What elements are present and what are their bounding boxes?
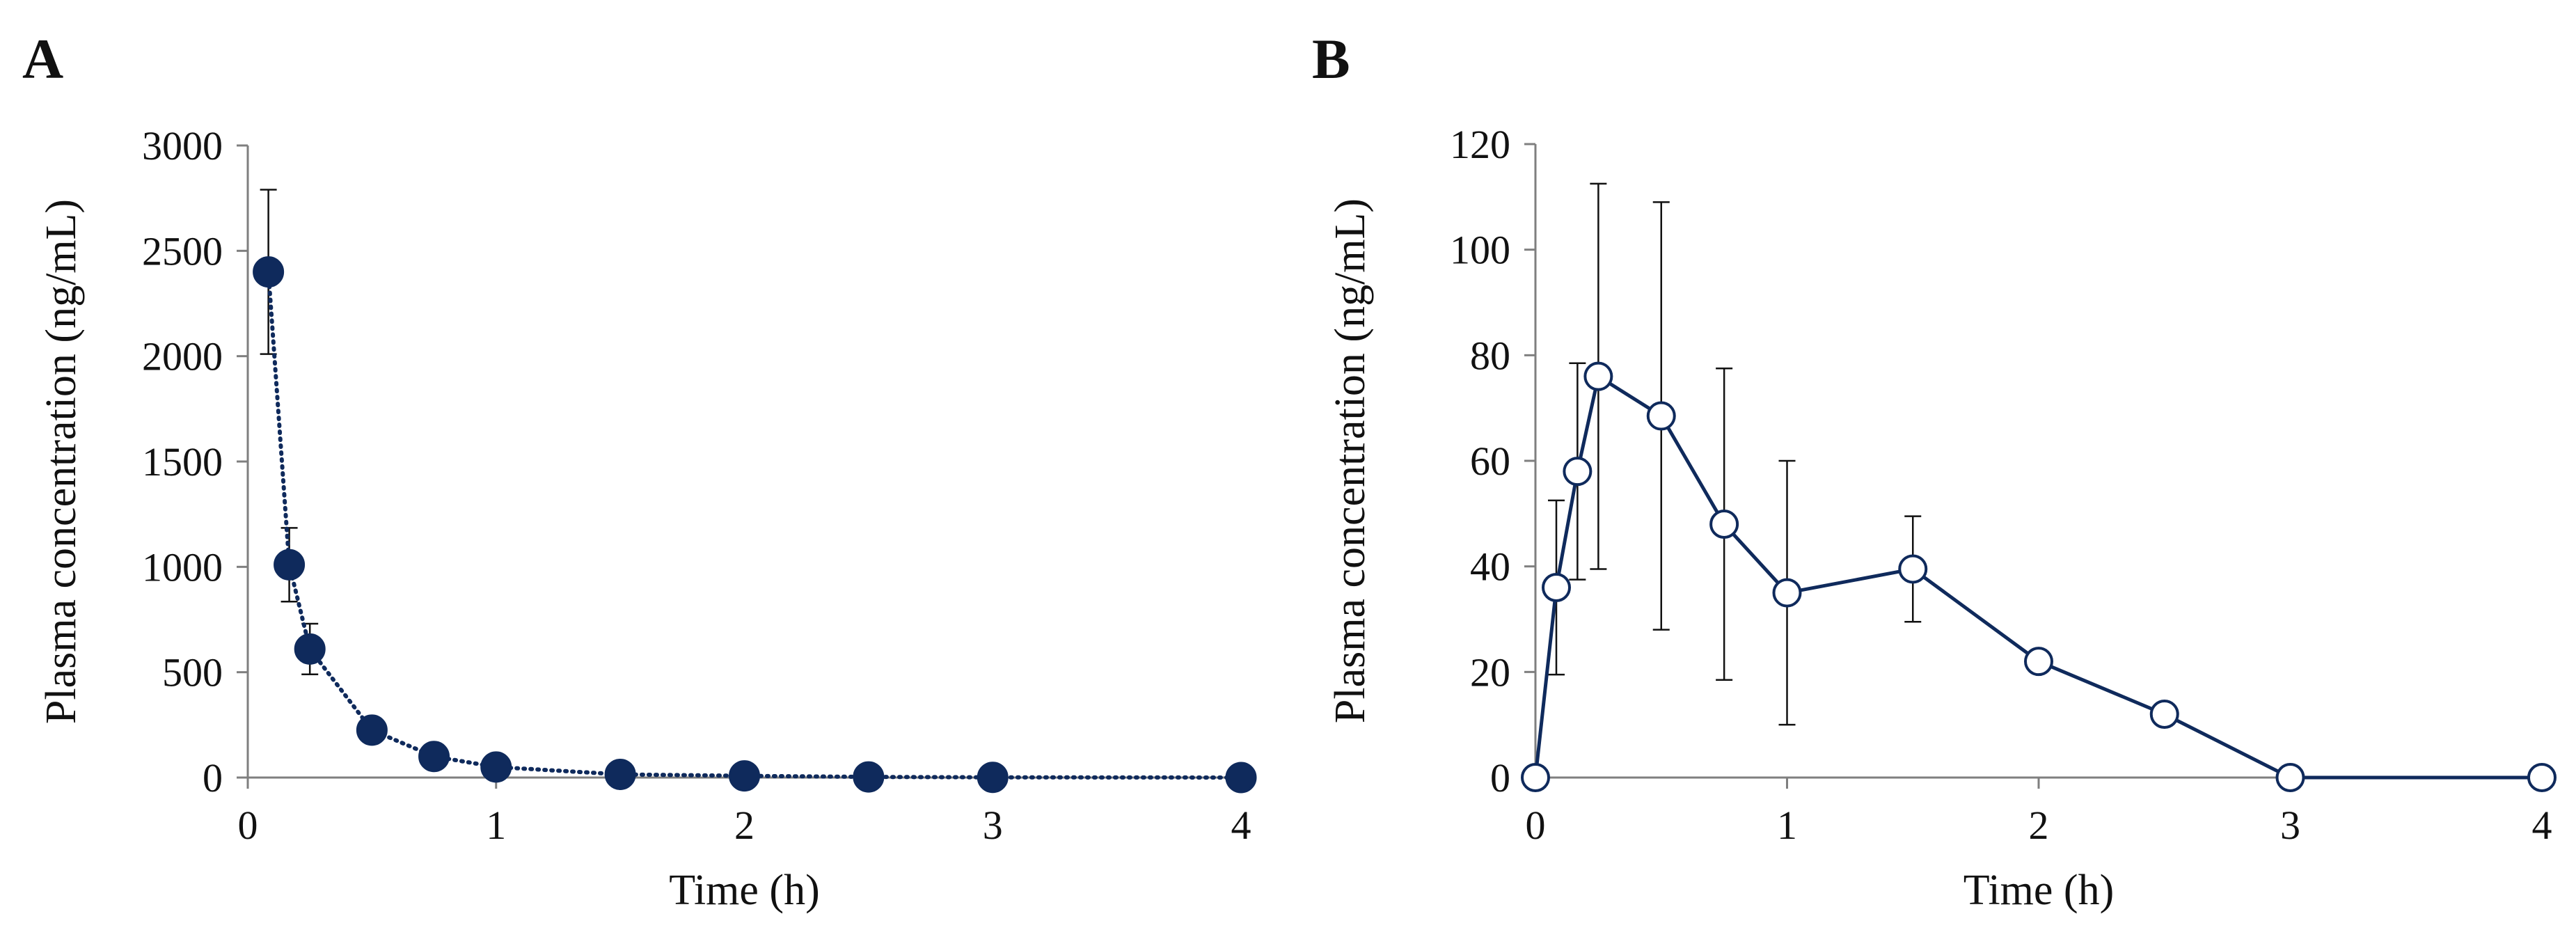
data-point (1646, 401, 1676, 431)
x-tick-label: 3 (2280, 803, 2300, 848)
data-point (480, 751, 512, 783)
x-axis-title: Time (h) (669, 867, 819, 914)
panel-letter: B (1312, 27, 1350, 90)
data-point (1225, 762, 1257, 794)
series-line (1533, 375, 2542, 780)
y-tick-label: 0 (203, 755, 223, 801)
data-point (253, 256, 285, 288)
panel-b: B 0 20 40 60 80 100 120 0 1 2 3 4 Time (h) Plasma conc… (1312, 27, 2557, 914)
data-point (1898, 554, 1928, 584)
x-tick-label: 4 (2532, 803, 2552, 848)
data-point (1772, 578, 1802, 608)
data-point (729, 760, 760, 792)
data-point (274, 549, 306, 581)
data-point (1521, 763, 1550, 792)
y-tick-label: 1500 (142, 439, 223, 484)
y-tick-label: 100 (1450, 228, 1510, 273)
data-point (1542, 573, 1572, 602)
data-point (1583, 361, 1613, 391)
x-tick-label: 0 (238, 803, 258, 848)
data-point (1563, 457, 1593, 487)
data-point (977, 762, 1009, 794)
data-point (356, 714, 388, 746)
x-tick-label: 4 (1231, 803, 1251, 848)
x-axis-title: Time (h) (1963, 867, 2114, 914)
y-tick-label: 40 (1470, 544, 1510, 590)
y-tick-label: 120 (1450, 122, 1510, 167)
data-point (853, 761, 885, 793)
y-tick-label: 80 (1470, 333, 1510, 378)
data-point (2024, 647, 2053, 677)
x-tick-label: 1 (486, 803, 506, 848)
data-point (604, 758, 636, 790)
y-tick-label: 500 (162, 650, 223, 695)
data-point (1709, 510, 1739, 539)
series-line (266, 269, 1243, 780)
x-tick-label: 2 (2029, 803, 2049, 848)
data-point (294, 633, 326, 665)
data-point (418, 741, 450, 773)
data-point (2275, 763, 2305, 792)
y-axis-title: Plasma concentration (ng/mL) (1327, 198, 1374, 723)
y-tick-label: 20 (1470, 649, 1510, 695)
panel-letter: A (22, 27, 63, 90)
y-tick-label: 3000 (142, 123, 223, 168)
x-tick-label: 0 (1526, 803, 1546, 848)
x-tick-label: 3 (983, 803, 1003, 848)
data-point (2527, 763, 2557, 792)
y-tick-label: 60 (1470, 439, 1510, 484)
x-tick-label: 2 (734, 803, 754, 848)
y-tick-label: 1000 (142, 544, 223, 590)
panel-a: A 0 500 1000 1500 2000 2500 3000 0 1 2 3 4 Time (h) Pl… (22, 27, 1257, 914)
y-tick-label: 2000 (142, 334, 223, 379)
x-tick-label: 1 (1777, 803, 1797, 848)
y-tick-label: 0 (1490, 755, 1510, 801)
y-axis-title: Plasma concentration (ng/mL) (38, 199, 85, 724)
y-tick-label: 2500 (142, 228, 223, 274)
data-point (2149, 700, 2179, 729)
